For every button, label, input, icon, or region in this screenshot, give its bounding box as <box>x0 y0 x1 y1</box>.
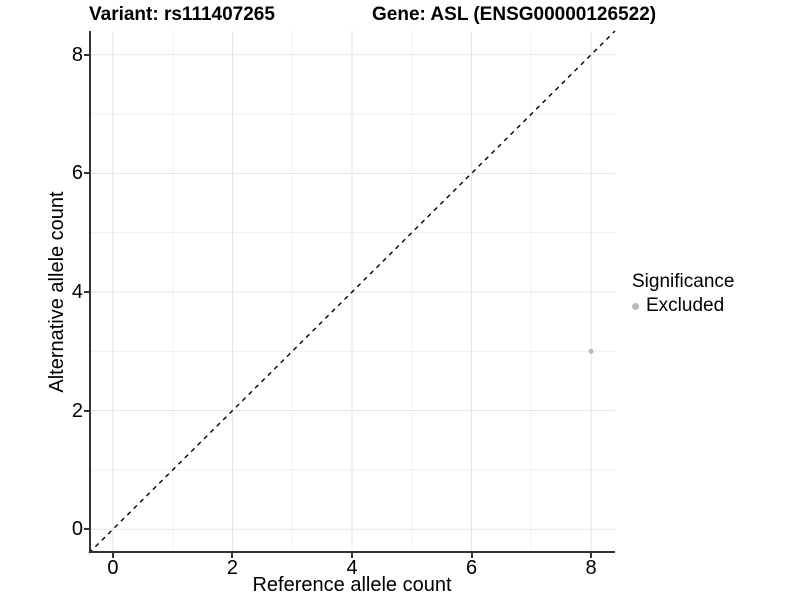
x-tick-mark <box>231 553 234 558</box>
plot-panel <box>88 30 616 554</box>
x-tick-mark <box>351 553 353 558</box>
x-tick-mark <box>590 553 593 558</box>
y-tick-mark <box>84 528 89 531</box>
x-tick-label: 6 <box>465 557 478 579</box>
x-tick-label: 0 <box>107 557 119 579</box>
y-tick-mark <box>84 53 89 56</box>
data-point <box>588 348 594 354</box>
x-tick-label: 8 <box>585 557 597 579</box>
legend-title: Significance <box>632 271 735 292</box>
y-tick-mark <box>84 291 89 293</box>
legend: Significance Excluded <box>630 271 734 317</box>
legend-item-excluded: Excluded <box>630 295 734 317</box>
legend-item-label: Excluded <box>646 295 725 316</box>
plot-title-variant: Variant: rs111407265 <box>89 4 275 25</box>
y-tick-mark <box>84 409 89 412</box>
y-tick-label: 0 <box>71 518 83 541</box>
x-tick-label: 4 <box>346 557 358 579</box>
panel-canvas <box>88 30 616 554</box>
x-tick-label: 2 <box>226 557 239 579</box>
x-tick-mark <box>111 553 114 558</box>
identity-reference-line <box>88 30 616 554</box>
y-tick-label: 6 <box>71 162 83 185</box>
y-tick-label: 2 <box>71 399 83 422</box>
y-tick-mark <box>84 172 89 175</box>
x-tick-mark <box>470 553 473 558</box>
y-tick-label: 4 <box>71 281 83 303</box>
x-axis-title: Reference allele count <box>252 574 452 596</box>
plot-title-gene: Gene: ASL (ENSG00000126522) <box>372 4 657 25</box>
y-tick-label: 8 <box>71 43 83 66</box>
legend-key-dot-icon <box>632 302 639 310</box>
